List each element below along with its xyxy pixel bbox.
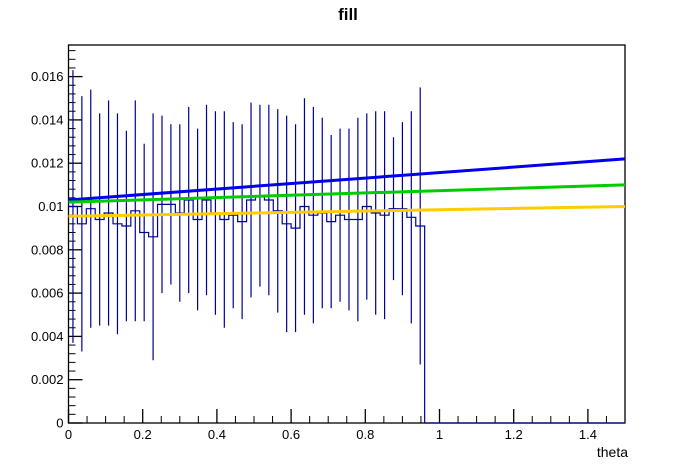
y-tick-label: 0 bbox=[56, 416, 63, 431]
y-tick-label: 0.012 bbox=[31, 156, 64, 171]
x-tick-label: 1.4 bbox=[579, 427, 597, 442]
fit-line-green bbox=[68, 183, 626, 204]
fit-line-orange bbox=[68, 205, 626, 218]
plot-title: fill bbox=[338, 5, 358, 24]
x-tick-label: 1 bbox=[436, 427, 443, 442]
x-tick-label: 1.2 bbox=[505, 427, 523, 442]
y-tick-label: 0.008 bbox=[31, 242, 64, 257]
y-tick-label: 0.002 bbox=[31, 372, 64, 387]
x-tick-label: 0.4 bbox=[208, 427, 226, 442]
y-tick-label: 0.016 bbox=[31, 69, 64, 84]
y-tick-label: 0.006 bbox=[31, 286, 64, 301]
y-tick-label: 0.01 bbox=[38, 199, 63, 214]
x-axis-title: theta bbox=[597, 444, 628, 460]
y-tick-label: 0.004 bbox=[31, 329, 64, 344]
histogram-step bbox=[68, 195, 625, 424]
y-tick-label: 0.014 bbox=[31, 112, 64, 127]
x-tick-label: 0 bbox=[65, 427, 72, 442]
x-tick-label: 0.8 bbox=[356, 427, 374, 442]
x-tick-label: 0.6 bbox=[282, 427, 300, 442]
fit-line-blue bbox=[68, 157, 626, 202]
x-tick-label: 0.2 bbox=[134, 427, 152, 442]
axis-frame bbox=[67, 44, 626, 424]
